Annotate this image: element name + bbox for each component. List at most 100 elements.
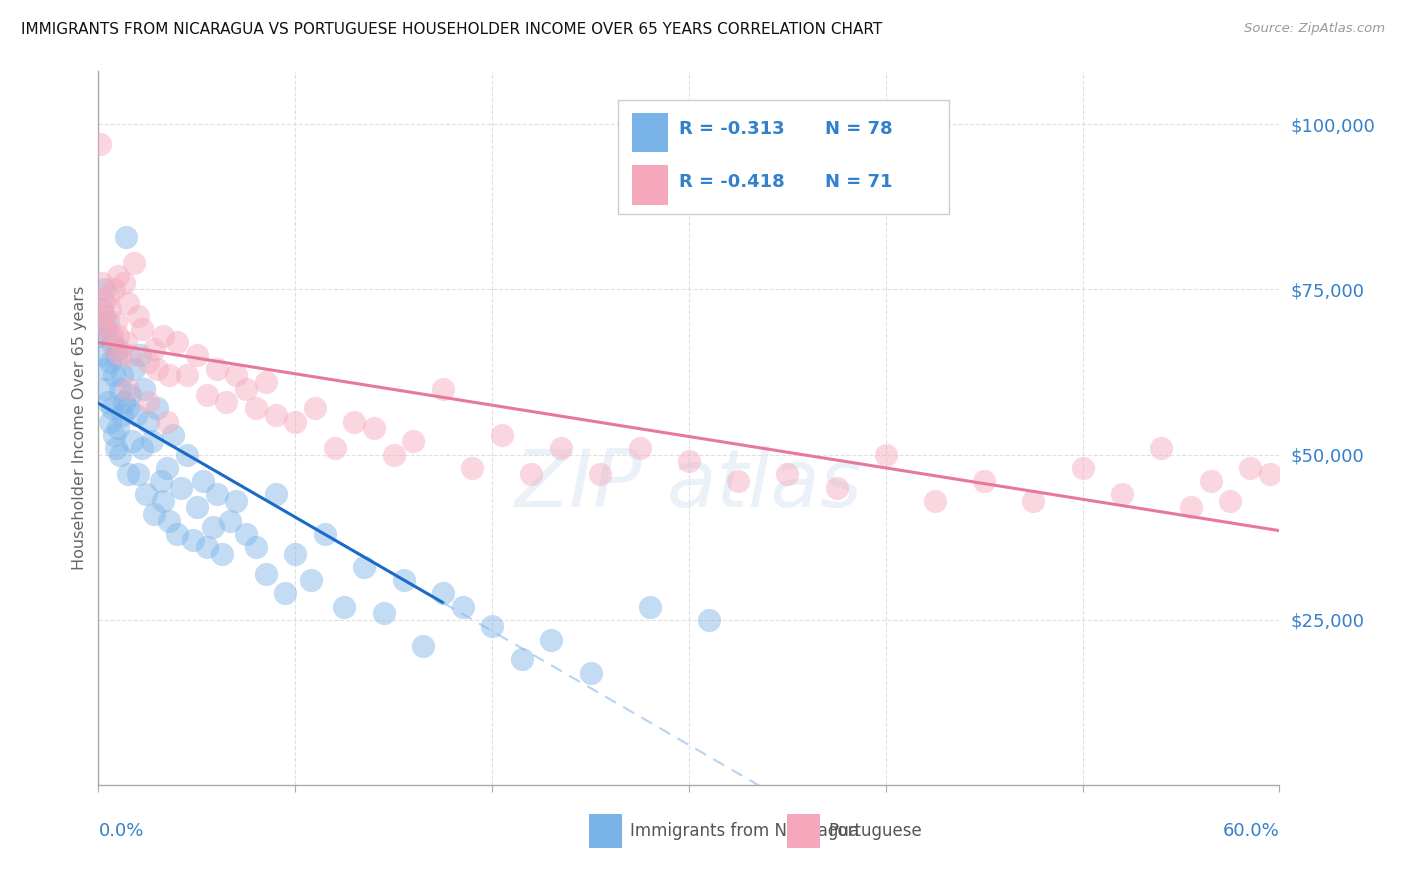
Point [136,394,159,409]
Point [264,487,287,501]
Point [146,401,169,416]
Point [93,309,115,323]
Point [1258,467,1281,482]
Point [101,401,124,416]
Bar [633,113,668,153]
Point [353,560,375,574]
Point [432,382,454,396]
Point [105,349,128,363]
Point [589,467,612,482]
Point [118,388,141,402]
Point [211,547,233,561]
Point [107,328,129,343]
Point [105,315,128,329]
Point [103,282,125,296]
Point [91,349,114,363]
Point [412,639,434,653]
Point [117,467,139,482]
Bar [589,814,621,847]
Point [91,302,114,317]
Text: Immigrants from Nicaragua: Immigrants from Nicaragua [630,822,859,839]
Point [176,448,198,462]
Point [132,382,155,396]
Point [520,467,543,482]
Point [105,441,128,455]
Point [219,514,242,528]
Point [304,401,326,416]
Point [205,487,228,501]
Point [122,256,145,270]
Point [93,295,115,310]
Point [107,421,129,435]
Y-axis label: Householder Income Over 65 years: Householder Income Over 65 years [72,286,87,570]
Text: N = 78: N = 78 [825,120,893,138]
Text: 0.0%: 0.0% [98,822,143,839]
Point [205,361,228,376]
Text: N = 71: N = 71 [825,173,893,191]
Point [112,394,135,409]
Point [299,573,322,587]
Point [392,573,415,587]
Point [924,493,946,508]
Point [118,349,141,363]
Point [127,309,149,323]
Point [131,441,153,455]
Point [678,454,700,468]
Point [314,527,336,541]
Point [382,448,405,462]
Point [89,328,111,343]
Bar [787,814,820,847]
Point [93,382,115,396]
Point [96,322,118,336]
Text: 60.0%: 60.0% [1223,822,1279,839]
Point [136,415,159,429]
Point [117,382,139,396]
Point [176,368,198,383]
Point [225,368,247,383]
Point [235,527,257,541]
Point [127,467,149,482]
Point [245,401,267,416]
Point [146,361,169,376]
Point [1219,493,1241,508]
Point [156,460,179,475]
Point [136,355,159,369]
Point [363,421,385,435]
Point [461,460,484,475]
Point [152,493,174,508]
Point [115,335,138,350]
Point [638,599,661,614]
Point [101,328,124,343]
Point [264,408,287,422]
Point [333,599,356,614]
Point [1071,460,1094,475]
Point [1239,460,1261,475]
Point [323,441,346,455]
Point [97,289,120,303]
Point [115,229,138,244]
Point [373,606,395,620]
Point [432,586,454,600]
Point [973,474,995,488]
Point [166,527,188,541]
Point [97,315,120,329]
Point [96,361,118,376]
Text: Source: ZipAtlas.com: Source: ZipAtlas.com [1244,22,1385,36]
Point [201,520,224,534]
Point [186,349,208,363]
Point [579,665,602,680]
Point [166,335,188,350]
Point [1180,500,1202,515]
Point [162,427,184,442]
Point [235,382,257,396]
Point [157,368,180,383]
Point [186,500,208,515]
Point [191,474,214,488]
Point [108,448,131,462]
Point [97,394,120,409]
Point [195,388,218,402]
Point [128,349,150,363]
Point [89,136,111,151]
Point [225,493,247,508]
Point [181,533,204,548]
